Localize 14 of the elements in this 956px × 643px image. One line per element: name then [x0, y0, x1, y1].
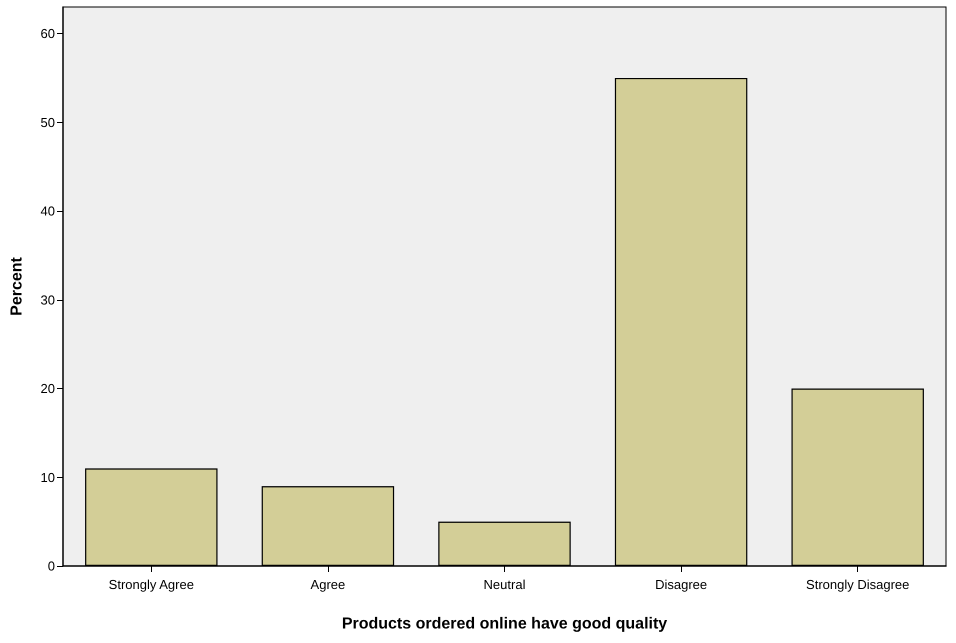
y-axis-title: Percent: [8, 256, 26, 316]
y-tick-label: 20: [40, 381, 55, 396]
x-tick-label: Strongly Agree: [108, 577, 194, 592]
x-axis-title: Products ordered online have good quality: [342, 616, 668, 632]
x-tick-label: Agree: [310, 577, 346, 592]
y-tick-label: 30: [40, 292, 55, 308]
y-tick-label: 40: [40, 204, 55, 219]
x-tick-label: Disagree: [655, 577, 708, 592]
y-tick-label: 60: [40, 26, 55, 42]
x-tick-label: Neutral: [484, 577, 526, 592]
y-tick-label: 50: [40, 114, 55, 130]
y-tick-label: 0: [48, 558, 55, 574]
x-tick-label: Strongly Disagree: [806, 577, 910, 592]
y-tick-label: 10: [40, 470, 55, 485]
